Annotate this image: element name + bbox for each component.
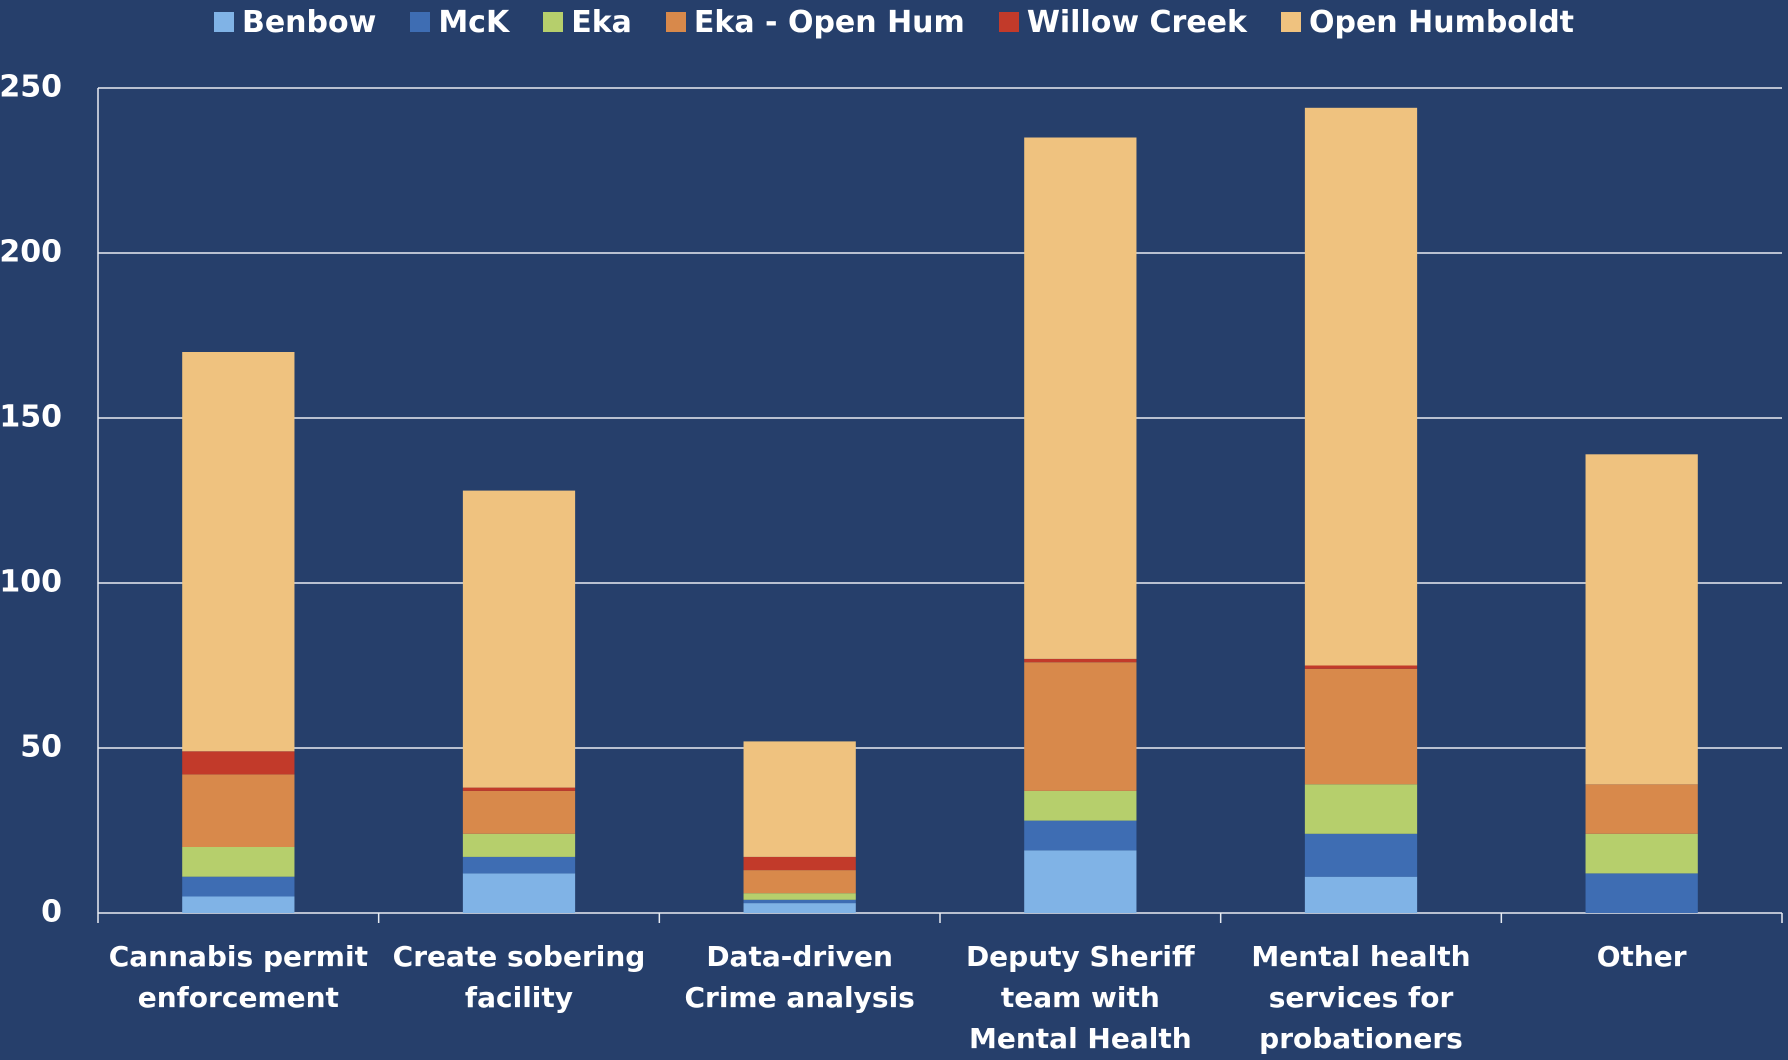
bar-segment xyxy=(1024,662,1137,791)
bar-segment xyxy=(182,774,295,847)
legend-item: Willow Creek xyxy=(998,4,1247,40)
legend-item: Benbow xyxy=(213,4,377,40)
legend-item: Open Humboldt xyxy=(1280,4,1575,40)
y-tick-label: 0 xyxy=(41,895,62,930)
bar-segment xyxy=(1304,107,1418,666)
bar-segment xyxy=(182,847,295,877)
bar-segment xyxy=(1024,850,1137,913)
bar-segment xyxy=(462,490,576,788)
legend-item: McK xyxy=(410,5,509,40)
legend-label: McK xyxy=(438,4,510,40)
legend-swatch xyxy=(998,12,1019,32)
bar-segment xyxy=(743,856,856,871)
bar-segment xyxy=(1304,833,1418,877)
bar-segment xyxy=(1585,784,1698,834)
bar-segment xyxy=(462,856,576,874)
y-tick-label: 100 xyxy=(0,565,62,600)
legend-label: Eka - Open Hum xyxy=(693,4,965,40)
bar-segment xyxy=(462,787,576,791)
bar-segment xyxy=(182,896,295,913)
legend-item: Eka - Open Hum xyxy=(665,4,965,40)
legend-label: Willow Creek xyxy=(1026,4,1247,40)
bar-segment xyxy=(1024,658,1137,663)
x-tick-label: Deputy Sheriff team with Mental Health xyxy=(965,940,1195,1055)
legend: Benbow McK Eka Eka - Open Hum Willow Creek Op… xyxy=(0,0,1788,44)
y-tick-label: 50 xyxy=(20,730,62,765)
bar-segment xyxy=(462,790,576,834)
bar-segment xyxy=(182,352,295,752)
bar-segment xyxy=(743,899,856,904)
legend-swatch xyxy=(543,12,564,32)
x-tick-label: Create sobering facility xyxy=(392,940,646,1014)
bar-segment xyxy=(1304,668,1418,785)
bar-segment xyxy=(1024,137,1137,659)
bar-segment xyxy=(1304,665,1418,669)
y-tick-label: 150 xyxy=(0,400,62,435)
x-tick-label: Mental health services for probationers xyxy=(1251,940,1471,1055)
legend-swatch xyxy=(1280,12,1301,32)
bar-segment xyxy=(1024,820,1137,851)
bar-segment xyxy=(743,741,856,857)
y-tick-label: 250 xyxy=(0,70,62,105)
legend-swatch xyxy=(213,12,234,32)
y-tick-label: 200 xyxy=(0,235,62,270)
bar-segment xyxy=(462,833,576,857)
bar-segment xyxy=(182,876,295,897)
bar-segment xyxy=(743,903,856,913)
bar-segment xyxy=(1585,454,1698,785)
bar-segment xyxy=(462,873,576,913)
bar-segment xyxy=(182,751,295,775)
legend-swatch xyxy=(665,12,686,32)
legend-swatch xyxy=(410,12,431,32)
bar-segment xyxy=(1304,876,1418,913)
legend-item: Eka xyxy=(543,5,632,40)
bar-segment xyxy=(743,870,856,894)
x-tick-label: Other xyxy=(1596,940,1687,973)
bar-segment xyxy=(1304,784,1418,834)
legend-label: Open Humboldt xyxy=(1308,4,1575,40)
bar-segment xyxy=(1585,833,1698,874)
legend-label: Benbow xyxy=(241,4,377,40)
bar-segment xyxy=(1585,873,1698,913)
x-tick-label: Data-driven Crime analysis xyxy=(684,940,915,1014)
bar-segment xyxy=(1024,790,1137,821)
legend-label: Eka xyxy=(571,4,632,40)
x-tick-label: Cannabis permit enforcement xyxy=(108,940,368,1014)
bar-segment xyxy=(743,893,856,900)
